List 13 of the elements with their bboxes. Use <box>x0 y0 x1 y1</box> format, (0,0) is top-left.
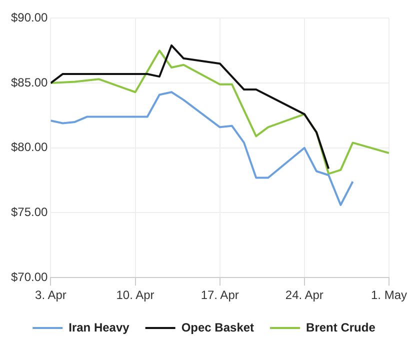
x-tick-label: 24. Apr <box>285 288 324 302</box>
x-tick-label: 10. Apr <box>116 288 154 302</box>
y-tick-label: $75.00 <box>11 205 48 220</box>
y-tick-label: $85.00 <box>11 75 48 90</box>
x-tick-label: 1. May <box>370 288 407 302</box>
y-tick-label: $80.00 <box>11 140 48 154</box>
legend-label: Opec Basket <box>181 320 254 334</box>
y-tick-label: $90.00 <box>11 10 48 25</box>
x-tick-label: 17. Apr <box>200 288 239 302</box>
x-tick-label: 3. Apr <box>35 288 66 302</box>
legend-label: Brent Crude <box>306 320 376 334</box>
legend-label: Iran Heavy <box>68 320 130 334</box>
y-tick-label: $70.00 <box>11 270 48 284</box>
